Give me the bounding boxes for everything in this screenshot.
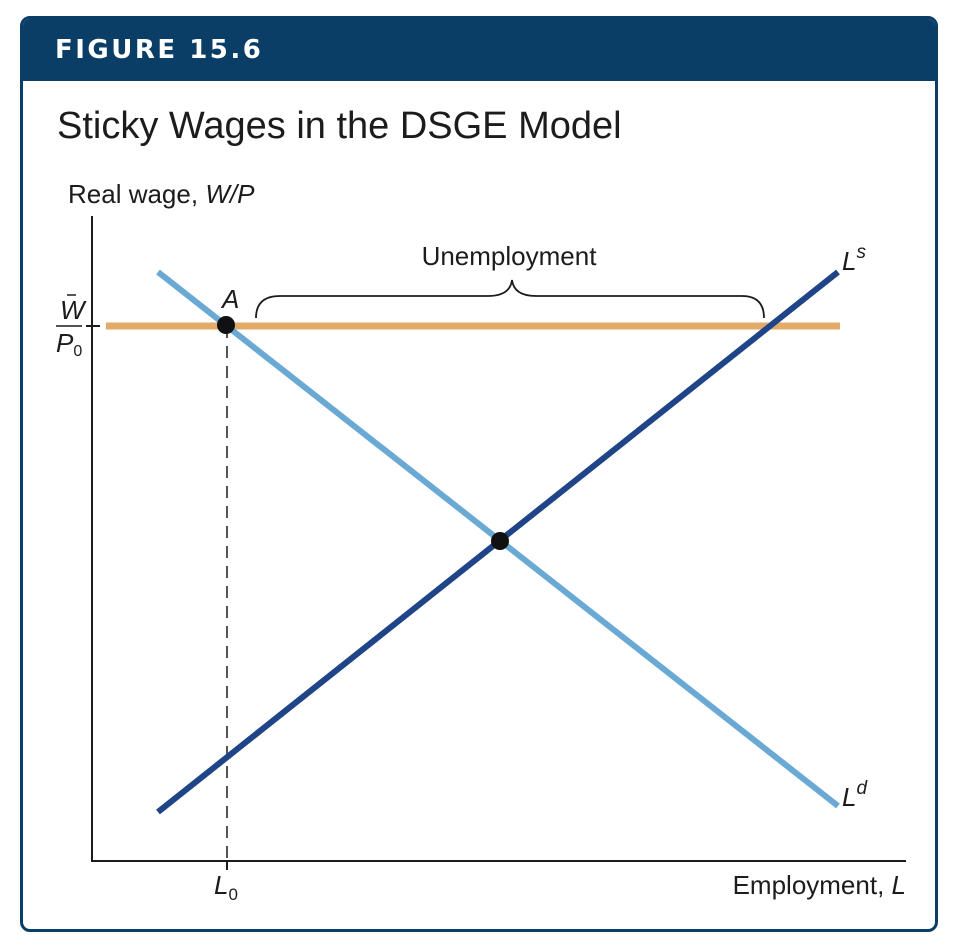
wage-tick-label: W P0 (56, 294, 100, 360)
figure-label: FIGURE 15.6 (55, 35, 264, 65)
demand-curve-label: Ld (842, 778, 868, 812)
equilibrium-marker (491, 532, 509, 550)
point-a-label: A (220, 284, 239, 314)
x-axis-label: Employment, L (733, 870, 906, 900)
unemployment-label: Unemployment (422, 241, 598, 271)
unemployment-brace (255, 279, 765, 319)
y-axis-label: Real wage, W/P (68, 179, 255, 209)
supply-curve-label: Ls (842, 242, 866, 276)
wage-denominator: P0 (56, 328, 82, 360)
wage-numerator: W (60, 295, 87, 325)
svg-text:L0: L0 (214, 870, 238, 904)
figure-frame: FIGURE 15.6 Sticky Wages in the DSGE Mod… (20, 16, 938, 932)
figure-title: Sticky Wages in the DSGE Model (57, 105, 622, 147)
employment-tick-label: L0 (214, 861, 238, 904)
figure-banner: FIGURE 15.6 (23, 19, 935, 81)
point-a-marker (217, 316, 235, 334)
